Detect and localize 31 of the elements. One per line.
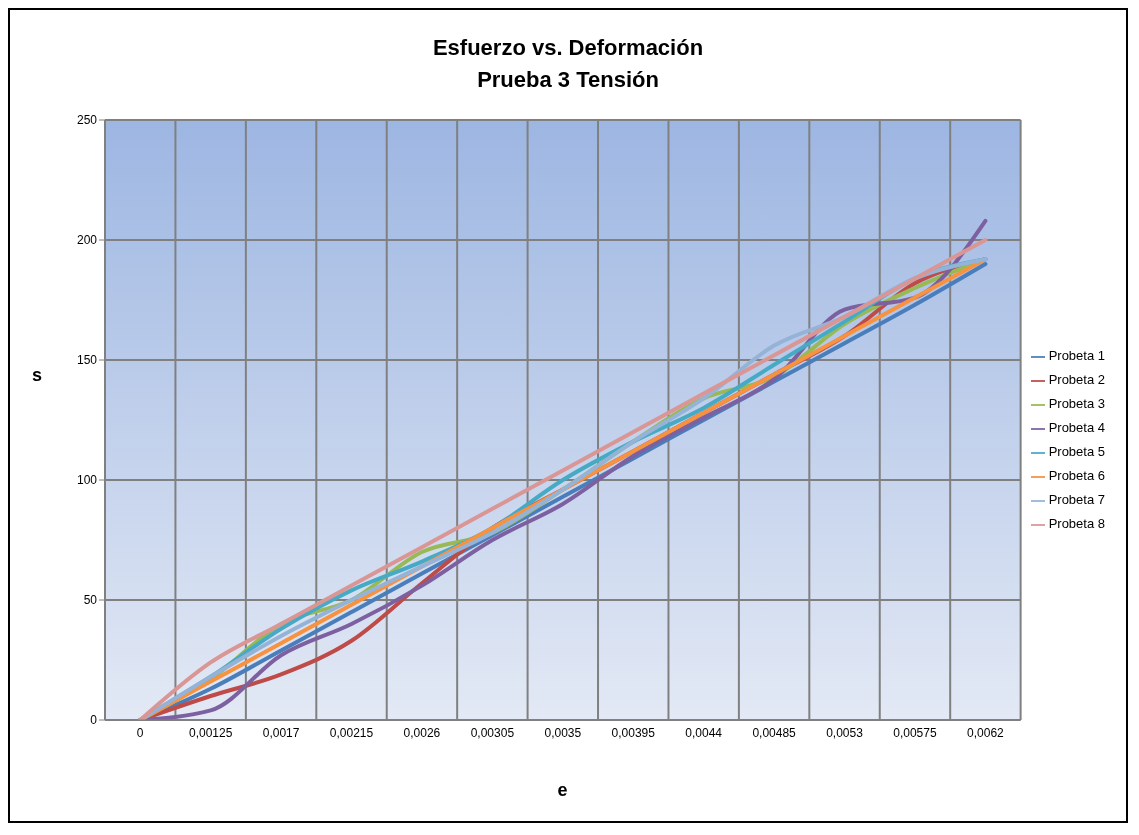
y-tick-label: 250: [76, 113, 98, 128]
legend-label: Probeta 8: [1048, 516, 1105, 531]
chart-subtitle: Prueba 3 Tensión: [476, 66, 660, 94]
x-tick-label: 0,00575: [893, 725, 937, 740]
legend-label: Probeta 6: [1048, 468, 1105, 483]
x-tick-label: 0,00305: [470, 725, 515, 740]
legend-label: Probeta 3: [1048, 396, 1105, 411]
x-tick-label: 0,00215: [329, 725, 374, 740]
x-tick-label: 0,0026: [403, 725, 441, 740]
y-tick-label: 50: [83, 593, 98, 608]
x-tick-label: 0,0035: [544, 725, 582, 740]
y-tick-label: 100: [76, 473, 98, 488]
x-tick-label: 0,00485: [752, 725, 797, 740]
legend-label: Probeta 5: [1048, 444, 1105, 459]
x-tick-label: 0,0053: [826, 725, 864, 740]
y-tick-label: 0: [90, 713, 98, 728]
chart-title: Esfuerzo vs. Deformación: [431, 34, 705, 62]
legend-label: Probeta 2: [1048, 372, 1105, 387]
legend-label: Probeta 4: [1048, 420, 1105, 435]
x-tick-label: 0,00125: [188, 725, 233, 740]
x-axis-title: e: [556, 780, 569, 801]
legend-label: Probeta 7: [1048, 492, 1105, 507]
x-tick-label: 0,0062: [967, 725, 1005, 740]
legend-label: Probeta 1: [1048, 348, 1105, 363]
y-tick-label: 200: [76, 233, 98, 248]
x-tick-label: 0,0017: [262, 725, 300, 740]
y-axis-title: s: [32, 365, 43, 386]
y-tick-label: 150: [76, 353, 98, 368]
x-tick-label: 0,0044: [685, 725, 723, 740]
x-tick-label: 0: [136, 725, 144, 740]
x-tick-label: 0,00395: [611, 725, 656, 740]
